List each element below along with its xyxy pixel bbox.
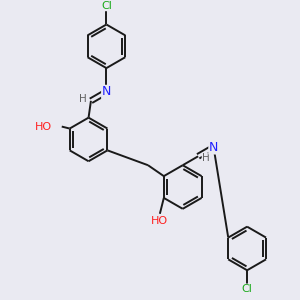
Text: Cl: Cl [242, 284, 253, 294]
Text: N: N [209, 141, 218, 154]
Text: Cl: Cl [101, 1, 112, 11]
Text: H: H [202, 153, 210, 163]
Text: HO: HO [35, 122, 52, 132]
Text: H: H [79, 94, 87, 104]
Text: N: N [102, 85, 111, 98]
Text: HO: HO [151, 216, 168, 226]
